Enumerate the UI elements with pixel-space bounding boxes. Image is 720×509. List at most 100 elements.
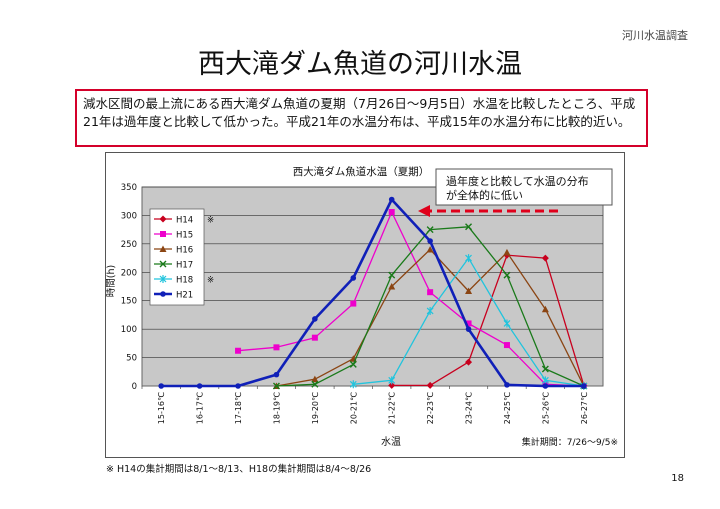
data-point <box>388 376 396 385</box>
y-tick-label: 150 <box>121 297 137 307</box>
legend-note-H14: ※ <box>207 216 214 226</box>
data-point <box>196 383 203 389</box>
legend-label-H18: H18 <box>176 276 193 286</box>
page-title: 西大滝ダム魚道の河川水温 <box>198 49 522 80</box>
annotation-line-1: 過年度と比較して水温の分布 <box>446 174 589 188</box>
data-point <box>350 300 357 307</box>
data-point <box>350 275 357 281</box>
series-H17 <box>272 223 588 390</box>
x-tick-label: 25-26℃ <box>541 392 550 424</box>
x-tick-label: 22-23℃ <box>426 392 435 424</box>
series-line-H14 <box>391 254 585 387</box>
description-box: 減水区間の最上流にある西大滝ダム魚道の夏期（7月26日～9月5日）水温を比較した… <box>75 89 648 147</box>
data-point <box>427 238 433 244</box>
data-point <box>159 260 167 268</box>
series-H21 <box>158 196 587 389</box>
data-point <box>465 326 472 332</box>
legend-label-H15: H15 <box>176 231 193 241</box>
data-point <box>465 287 473 295</box>
series-group <box>158 196 588 390</box>
data-point <box>388 196 395 203</box>
data-point <box>235 347 242 354</box>
legend-note-H18: ※ <box>207 276 214 286</box>
chart-title: 西大滝ダム魚道水温（夏期） <box>293 165 430 178</box>
chart-frame: 0 50 100 150 200 250 300 350 15-16℃ 16-17℃ 17-18℃… <box>105 152 625 458</box>
x-tick-label: 19-20℃ <box>311 392 320 424</box>
annotation: 過年度と比較して水温の分布 が全体的に低い <box>435 168 613 206</box>
y-tick-label: 250 <box>121 240 137 250</box>
data-point <box>349 360 357 368</box>
x-tick-label: 20-21℃ <box>349 392 358 424</box>
data-point <box>465 358 473 366</box>
x-axis-label: 水温 <box>381 436 401 448</box>
data-point <box>503 342 510 349</box>
data-point <box>541 376 549 385</box>
data-point <box>426 381 434 389</box>
x-tick-label: 26-27℃ <box>580 392 589 424</box>
footnote: ※ H14の集計期間は8/1～8/13、H18の集計期間は8/4～8/26 <box>106 464 372 475</box>
data-point <box>349 380 357 389</box>
y-tick-label: 300 <box>121 211 137 221</box>
data-point <box>503 248 511 256</box>
data-point <box>580 383 587 389</box>
data-point <box>542 383 549 389</box>
data-point <box>388 283 396 290</box>
x-axis: 15-16℃ 16-17℃ 17-18℃ 18-19℃ 19-20℃ 20-21℃ 21-2… <box>141 386 589 424</box>
data-point <box>504 382 510 388</box>
legend-label-H14: H14 <box>176 216 193 226</box>
x-tick-label: 24-25℃ <box>503 392 512 424</box>
data-point <box>541 365 549 373</box>
x-tick-label: 17-18℃ <box>234 392 243 424</box>
data-point <box>427 289 434 296</box>
data-point <box>159 275 167 283</box>
x-tick-label: 21-22℃ <box>388 392 397 424</box>
legend-box <box>149 208 205 306</box>
data-point <box>426 226 434 234</box>
data-point <box>426 246 434 253</box>
arrow-head <box>418 205 430 217</box>
header-note: 河川水温調査 <box>622 29 688 42</box>
legend-label-H21: H21 <box>176 291 193 301</box>
data-point <box>311 375 319 383</box>
y-tick-label: 50 <box>126 354 137 364</box>
data-point <box>273 371 280 378</box>
data-point <box>312 316 318 322</box>
data-point <box>311 334 318 341</box>
data-point <box>273 344 280 351</box>
data-point <box>465 223 473 231</box>
data-point <box>465 320 472 327</box>
x-tick-label: 16-17℃ <box>196 392 205 424</box>
data-point <box>235 383 241 389</box>
legend-label-H16: H16 <box>176 246 193 256</box>
data-point <box>388 209 395 216</box>
data-point <box>541 305 549 313</box>
y-tick-label: 200 <box>121 268 137 278</box>
data-point <box>160 291 166 297</box>
data-point <box>426 306 434 315</box>
legend: H14 ※ H15 H16 H17 H18 ※ H21 <box>149 208 214 306</box>
data-point <box>388 271 396 279</box>
water-temperature-chart: 0 50 100 150 200 250 300 350 15-16℃ 16-17℃ 17-18℃… <box>106 165 618 448</box>
legend-label-H17: H17 <box>176 261 193 271</box>
annotation-arrow <box>418 205 558 217</box>
data-point <box>158 383 165 389</box>
y-tick-label: 100 <box>121 325 137 335</box>
series-line-H21 <box>161 198 584 388</box>
data-point <box>311 380 319 388</box>
data-point <box>159 215 167 223</box>
data-point <box>388 381 396 389</box>
collection-period: 集計期間：7/26～9/5※ <box>522 436 618 448</box>
x-tick-label: 18-19℃ <box>272 392 281 424</box>
data-point <box>160 231 166 237</box>
data-point <box>159 245 167 252</box>
y-axis: 0 50 100 150 200 250 300 350 <box>121 183 137 392</box>
x-tick-label: 23-24℃ <box>465 392 474 424</box>
data-point <box>503 271 511 279</box>
y-axis-label: 時間(h) <box>106 265 117 297</box>
annotation-line-2: が全体的に低い <box>446 188 523 202</box>
y-tick-label: 350 <box>121 183 137 193</box>
page-number: 18 <box>671 473 684 484</box>
data-point <box>503 319 511 328</box>
x-tick-label: 15-16℃ <box>157 392 166 424</box>
